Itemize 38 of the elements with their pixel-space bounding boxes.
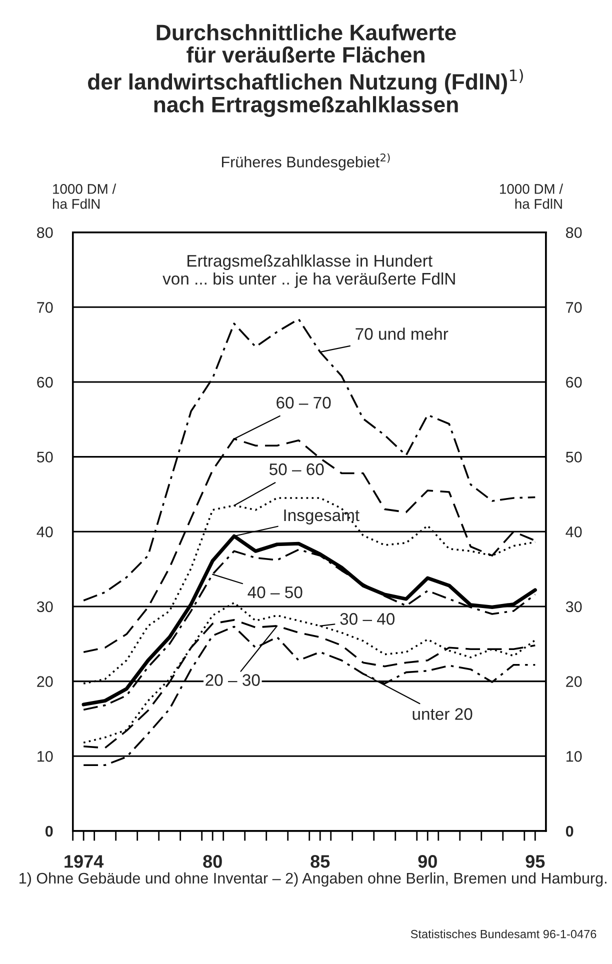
y-tick-label: 0 — [45, 826, 53, 837]
y2-tick-label: 0 — [566, 826, 574, 837]
annotation: Insgesamt — [284, 510, 360, 524]
annotation: 60 – 70 — [276, 396, 331, 409]
annotation: 70 und mehr — [356, 328, 448, 340]
y2-tick-label: 20 — [566, 676, 582, 687]
annotation: 40 – 50 — [248, 586, 302, 598]
x-tick-label: 85 — [310, 855, 330, 868]
y2-axis-title: 1000 DM / ha FdlN — [500, 184, 564, 209]
annotation: 30 – 40 — [340, 613, 395, 625]
y2-tick-label: 80 — [566, 227, 582, 238]
annotation: 20 – 30 — [206, 674, 260, 686]
y2-tick-label: 70 — [566, 302, 582, 313]
x-tick-label: 90 — [418, 855, 437, 868]
y-tick-label: 10 — [38, 751, 53, 762]
y-tick-label: 60 — [37, 376, 53, 388]
y-tick-label: 20 — [37, 676, 53, 687]
text: Statistisches Bundesamt 96-1-0476 — [410, 930, 596, 938]
y2-tick-label: 30 — [566, 601, 582, 612]
x-tick-label: 1974 — [64, 855, 104, 868]
y2-tick-label: 50 — [566, 452, 582, 462]
x-tick-label: 95 — [526, 855, 545, 868]
y-tick-label: 70 — [37, 302, 53, 313]
y-axis-title: 1000 DM / ha FdlN — [52, 184, 116, 209]
text: 1) Ohne Gebäude und ohne Inventar – 2) Angaben ohne Berlin, Bremen und Hamburg. — [20, 872, 606, 887]
y-tick-label: 50 — [37, 452, 53, 462]
y-tick-label: 40 — [36, 526, 53, 538]
annotation: Ertragsmeßzahlklasse in Hundert von ... bis unter .. je ha veräußerte FdlN — [162, 254, 455, 288]
annotation: 50 – 60 — [269, 463, 324, 476]
y2-tick-label: 60 — [566, 376, 582, 388]
y-tick-label: 30 — [36, 601, 53, 612]
annotation: unter 20 — [412, 708, 472, 720]
x-tick-label: 80 — [203, 855, 222, 868]
chart-subtitle: Früheres Bundesgebiet$^{2)}$ — [222, 153, 390, 170]
chart-title: Durchschnittliche Kaufwerte für veräußerte Flächen der landwirtschaftlichen Nutzung (FdlN)$^{1)}$ nach Ertragsmeßzahlklassen — [88, 24, 523, 117]
y2-tick-label: 40 — [566, 526, 582, 538]
y2-tick-label: 10 — [566, 751, 582, 762]
y-tick-label: 80 — [37, 227, 53, 238]
